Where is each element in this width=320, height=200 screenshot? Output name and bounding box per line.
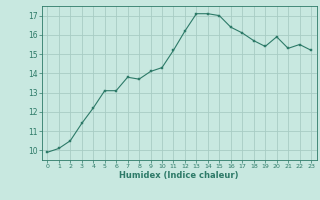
X-axis label: Humidex (Indice chaleur): Humidex (Indice chaleur)	[119, 171, 239, 180]
